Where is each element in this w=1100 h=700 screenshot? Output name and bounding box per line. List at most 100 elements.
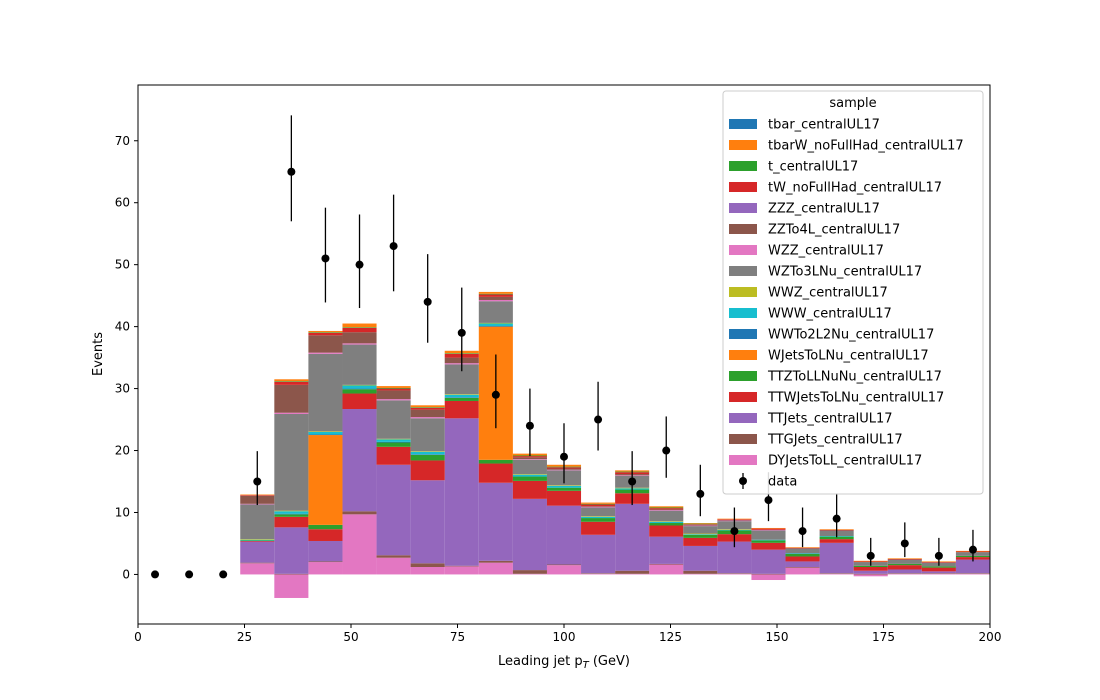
bar-wwto2l2nu-centralul17-bin-6	[444, 397, 479, 398]
bar-ttztollnunu-centralul17-bin-1	[274, 514, 309, 517]
x-tick-label: 200	[979, 630, 1002, 644]
bar-www-centralul17-bin-6	[444, 394, 479, 398]
bar-ttjets-centralul17-bin-20	[921, 571, 956, 574]
legend-swatch	[729, 413, 757, 423]
bar-tw-nofullhad-centralul17-bin-2	[308, 332, 343, 336]
bar-ttgjets-centralul17-bin-16	[785, 567, 820, 568]
bar-ttztollnunu-centralul17-bin-0	[240, 540, 275, 541]
bar-dyjetstoll-centralul17-bin-11	[615, 573, 650, 575]
bar-ttjets-centralul17-bin-4	[376, 464, 411, 556]
bar-wwz-centralul17-bin-4	[376, 438, 411, 440]
bar-www-centralul17-bin-10	[581, 516, 616, 519]
bar-wzz-centralul17-bin-15	[751, 529, 786, 531]
bar-wwz-centralul17-bin-2	[308, 431, 343, 432]
legend-label: ZZTo4L_centralUL17	[768, 223, 900, 238]
x-axis-label: Leading jet pT (GeV)	[498, 654, 630, 671]
x-tick-label: 175	[872, 630, 895, 644]
bar-wzto3lnu-centralul17-bin-1	[274, 413, 309, 511]
bar-tbarw-nofullhad-centralul17-bin-2	[308, 330, 343, 333]
bar-ttgjets-centralul17-bin-21	[955, 573, 990, 574]
data-point	[662, 446, 671, 455]
bar-ttjets-centralul17-bin-12	[649, 536, 684, 564]
bar-wwz-centralul17-bin-9	[546, 485, 582, 486]
legend-swatch	[729, 308, 757, 318]
bar-wzz-centralul17-bin-1	[274, 412, 309, 414]
bar-www-centralul17-bin-9	[546, 485, 582, 488]
legend-label: WWZ_centralUL17	[768, 286, 888, 301]
bar-ttwjetstolnu-centralul17-bin-12	[649, 525, 684, 537]
legend-items: tbar_centralUL17 tbarW_noFullHad_centralU…	[729, 118, 964, 490]
data-point	[696, 489, 705, 498]
bar-wwz-centralul17-bin-3	[342, 384, 377, 386]
bar-tw-nofullhad-centralul17-bin-13	[683, 524, 718, 525]
bar-ttwjetstolnu-centralul17-bin-18	[853, 567, 888, 571]
bar-ttztollnunu-centralul17-bin-10	[581, 518, 616, 522]
legend-label: ZZZ_centralUL17	[768, 202, 880, 217]
bar-wwto2l2nu-centralul17-bin-1	[274, 513, 309, 515]
bar-wwto2l2nu-centralul17-bin-4	[376, 441, 411, 443]
bar-ttgjets-centralul17-bin-3	[342, 511, 377, 515]
bar-wzto3lnu-centralul17-bin-8	[512, 459, 547, 475]
bar-wzz-centralul17-bin-5	[410, 417, 445, 419]
legend-swatch	[729, 287, 757, 297]
bar-wzz-centralul17-bin-3	[342, 343, 377, 345]
bar-ttztollnunu-centralul17-bin-13	[683, 534, 718, 538]
bar-ttjets-centralul17-bin-15	[751, 549, 786, 574]
bar-ttwjetstolnu-centralul17-bin-4	[376, 446, 411, 465]
bar-ttwjetstolnu-centralul17-bin-8	[512, 480, 547, 499]
data-point	[934, 551, 943, 560]
data-point	[866, 551, 875, 560]
legend-swatch	[729, 182, 757, 192]
bar-wjetstolnu-centralul17-bin-2	[308, 435, 343, 525]
bar-dyjetstoll-centralul17-bin-5	[410, 567, 445, 575]
bar-ttztollnunu-centralul17-bin-7	[478, 459, 513, 464]
bar-t-centralul17-bin-3	[342, 327, 377, 328]
bar-dyjetstoll-centralul17-bin-17	[819, 573, 854, 575]
legend-label: data	[768, 475, 797, 490]
data-point	[525, 421, 534, 430]
bar-zzto4l-centralul17-bin-13	[683, 524, 718, 526]
data-point	[968, 545, 977, 554]
bar-ttjets-centralul17-bin-9	[546, 505, 582, 565]
bar-ttgjets-centralul17-bin-15	[751, 573, 786, 575]
bar-www-centralul17-bin-4	[376, 439, 411, 442]
bar-zzto4l-centralul17-bin-4	[376, 390, 411, 400]
bar-tbarw-nofullhad-centralul17-bin-4	[376, 386, 411, 388]
bar-ttjets-centralul17-bin-19	[887, 569, 922, 574]
data-points	[151, 115, 977, 579]
bar-dyjetstoll-centralul17-bin-21	[955, 573, 990, 575]
bar-wzto3lnu-centralul17-bin-0	[240, 504, 275, 540]
y-tick-label: 40	[115, 320, 130, 334]
bar-wwto2l2nu-centralul17-bin-7	[478, 326, 513, 327]
bar-tbarw-nofullhad-centralul17-bin-13	[683, 523, 718, 524]
legend-swatch	[729, 434, 757, 444]
bar-ttjets-centralul17-bin-11	[615, 503, 650, 571]
bar-tw-nofullhad-centralul17-bin-12	[649, 508, 684, 510]
bar-wzz-centralul17-bin-12	[649, 510, 684, 511]
bar-ttjets-centralul17-bin-0	[240, 541, 275, 563]
bar-tbarw-nofullhad-centralul17-bin-7	[478, 291, 513, 294]
bar-tw-nofullhad-centralul17-bin-1	[274, 381, 309, 385]
legend-swatch	[729, 161, 757, 171]
legend-label: t_centralUL17	[768, 160, 858, 175]
bar-dyjetstoll-centralul17-bin-16	[785, 567, 820, 575]
bar-wzz-centralul17-bin-4	[376, 399, 411, 401]
bar-zzto4l-centralul17-bin-2	[308, 335, 343, 353]
bar-www-centralul17-bin-16	[785, 553, 820, 554]
legend-title: sample	[829, 96, 876, 111]
legend-swatch	[729, 371, 757, 381]
legend-label: tbarW_noFullHad_centralUL17	[768, 139, 964, 154]
data-point	[560, 452, 568, 461]
bar-wzto3lnu-centralul17-bin-15	[751, 530, 786, 540]
bar-wwz-centralul17-bin-0	[240, 539, 275, 540]
bar-ttjets-centralul17-bin-21	[955, 559, 990, 574]
bar-wzto3lnu-centralul17-bin-5	[410, 418, 445, 452]
bar-ttwjetstolnu-centralul17-bin-20	[921, 567, 956, 572]
bar-dyjetstoll-centralul17-bin-20	[921, 573, 956, 575]
bar-wwz-centralul17-bin-10	[581, 516, 616, 517]
bar-dyjetstoll-centralul17-bin-12	[649, 564, 684, 575]
bar-dyjetstoll-centralul17-bin-1	[274, 574, 309, 598]
bar-dyjetstoll-centralul17-bin-2	[308, 562, 343, 575]
bar-t-centralul17-bin-5	[410, 407, 445, 408]
